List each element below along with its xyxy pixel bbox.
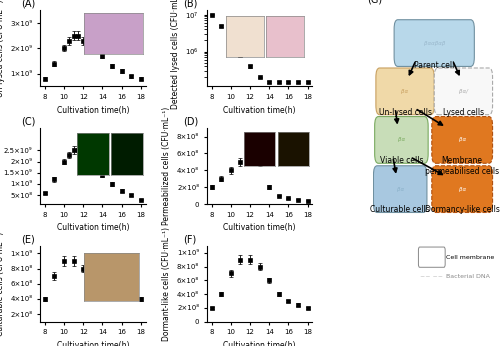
FancyBboxPatch shape: [374, 117, 428, 163]
FancyBboxPatch shape: [432, 117, 492, 163]
Text: βα: βα: [458, 186, 466, 192]
FancyBboxPatch shape: [374, 166, 427, 212]
X-axis label: Cultivation time(h): Cultivation time(h): [224, 223, 296, 232]
Text: Culturable cells: Culturable cells: [370, 205, 430, 214]
Text: Bacterial DNA: Bacterial DNA: [446, 274, 490, 279]
Text: βα: βα: [458, 137, 466, 143]
Text: (F): (F): [184, 234, 196, 244]
X-axis label: Cultivation time(h): Cultivation time(h): [56, 341, 129, 346]
Text: βα: βα: [396, 186, 404, 192]
Text: βα: βα: [398, 137, 405, 143]
Text: (G): (G): [368, 0, 382, 4]
Text: (D): (D): [184, 117, 198, 127]
X-axis label: Cultivation time(h): Cultivation time(h): [224, 106, 296, 115]
Text: Parent cell: Parent cell: [414, 61, 455, 70]
Text: Cell membrane: Cell membrane: [446, 255, 494, 260]
Text: βα: βα: [402, 89, 408, 94]
Text: Membrane
permeabilised cells: Membrane permeabilised cells: [425, 156, 499, 175]
Text: (B): (B): [184, 0, 198, 9]
Y-axis label: Culturable cells (CFU·mL⁻¹): Culturable cells (CFU·mL⁻¹): [0, 232, 4, 336]
Text: Un-lysed cells: Un-lysed cells: [378, 108, 432, 117]
Text: (A): (A): [21, 0, 35, 9]
X-axis label: Cultivation time(h): Cultivation time(h): [56, 223, 129, 232]
Text: Lysed cells: Lysed cells: [443, 108, 484, 117]
FancyBboxPatch shape: [434, 68, 492, 115]
Text: (C): (C): [21, 117, 35, 127]
Text: ~~ ~~: ~~ ~~: [420, 274, 442, 279]
Text: (E): (E): [21, 234, 34, 244]
Text: Viable cells: Viable cells: [380, 156, 423, 165]
Y-axis label: Permeabilized cells (CFU·mL⁻¹): Permeabilized cells (CFU·mL⁻¹): [162, 107, 172, 225]
X-axis label: Cultivation time(h): Cultivation time(h): [224, 341, 296, 346]
X-axis label: Cultivation time(h): Cultivation time(h): [56, 106, 129, 115]
FancyBboxPatch shape: [418, 247, 445, 267]
FancyBboxPatch shape: [376, 68, 434, 115]
FancyBboxPatch shape: [394, 20, 474, 66]
Text: Dormancy-like cells: Dormancy-like cells: [424, 205, 500, 214]
Y-axis label: Dormant-like cells (CFU·mL⁻¹): Dormant-like cells (CFU·mL⁻¹): [162, 227, 172, 341]
Y-axis label: Un-lysed cells (CFU·mL⁻¹): Un-lysed cells (CFU·mL⁻¹): [0, 0, 4, 97]
FancyBboxPatch shape: [432, 166, 492, 212]
Y-axis label: Detected lysed cells (CFU·mL⁻¹): Detected lysed cells (CFU·mL⁻¹): [170, 0, 179, 109]
Text: βα/: βα/: [459, 89, 468, 94]
Text: βααβαβ: βααβαβ: [424, 40, 445, 46]
